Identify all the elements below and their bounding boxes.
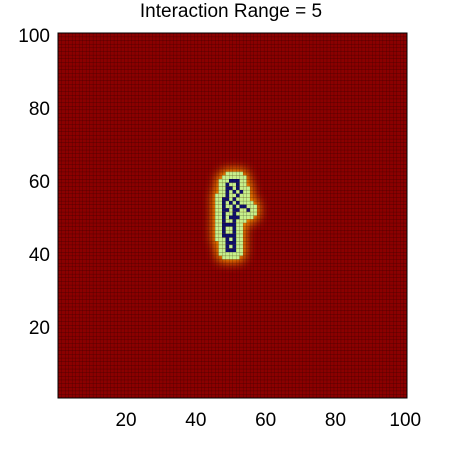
y-tick-label: 80 [29, 99, 50, 120]
y-tick-label: 60 [29, 172, 50, 193]
y-tick-label: 40 [29, 245, 50, 266]
x-tick-label: 80 [325, 410, 346, 431]
y-tick-label: 100 [18, 26, 50, 47]
x-axis-ticks: 20 40 60 80 100 [115, 410, 421, 431]
x-tick-label: 60 [255, 410, 276, 431]
plot-frame [57, 32, 408, 399]
cell-grid [58, 33, 407, 398]
x-tick-label: 20 [115, 410, 136, 431]
plot-area [57, 32, 408, 399]
x-tick-label: 40 [185, 410, 206, 431]
y-axis-ticks: 20 40 60 80 100 [18, 26, 50, 339]
x-tick-label: 100 [389, 410, 421, 431]
chart-title: Interaction Range = 5 [140, 1, 322, 22]
y-tick-label: 20 [29, 318, 50, 339]
